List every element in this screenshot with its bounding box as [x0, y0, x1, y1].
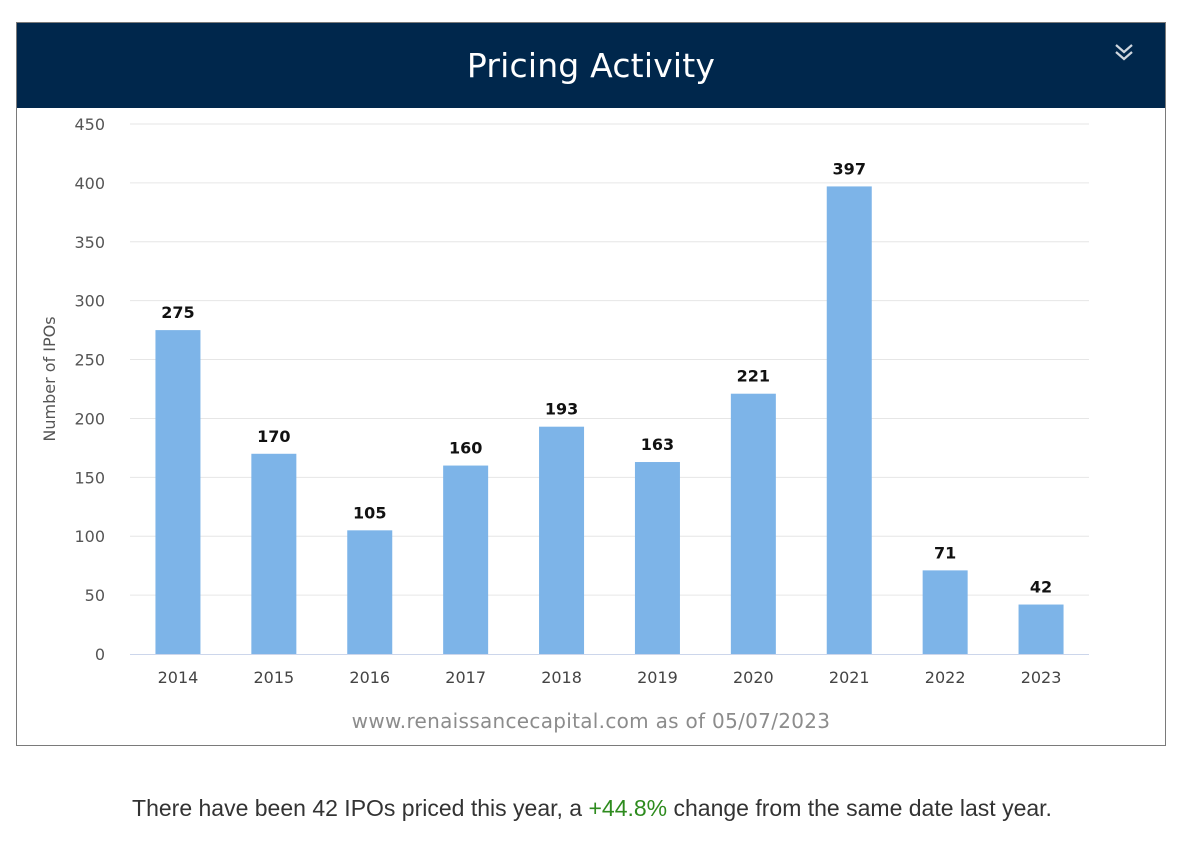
data-label-2017: 160 — [449, 439, 482, 458]
data-label-2021: 397 — [833, 159, 866, 178]
summary-text: There have been 42 IPOs priced this year… — [0, 795, 1184, 822]
y-tick-label: 150 — [74, 468, 105, 487]
x-tick-label-2017: 2017 — [445, 668, 486, 687]
source-note: www.renaissancecapital.com as of 05/07/2… — [351, 709, 831, 733]
bar-2016[interactable] — [347, 530, 393, 654]
bar-2015[interactable] — [251, 453, 297, 654]
data-label-2014: 275 — [161, 303, 194, 322]
double-chevron-down-icon[interactable] — [1113, 41, 1135, 63]
x-tick-label-2019: 2019 — [637, 668, 678, 687]
bar-2023[interactable] — [1018, 604, 1064, 654]
bar-2018[interactable] — [539, 426, 585, 654]
x-tick-label-2016: 2016 — [349, 668, 390, 687]
x-tick-label-2022: 2022 — [925, 668, 966, 687]
y-tick-label: 0 — [95, 645, 105, 664]
bar-2017[interactable] — [443, 465, 489, 654]
y-tick-label: 200 — [74, 409, 105, 428]
chart-card: Pricing Activity 0 50 100 150 200 250 300 350 40… — [16, 22, 1166, 746]
x-tick-label-2018: 2018 — [541, 668, 582, 687]
data-label-2020: 221 — [737, 367, 770, 386]
summary-before: There have been 42 IPOs priced this year… — [132, 795, 589, 821]
percent-change: +44.8% — [588, 795, 668, 821]
y-axis-label: Number of IPOs — [40, 316, 59, 441]
data-label-2018: 193 — [545, 400, 578, 419]
y-tick-label: 250 — [74, 351, 105, 370]
data-label-2016: 105 — [353, 503, 386, 522]
data-label-2019: 163 — [641, 435, 674, 454]
chart-header: Pricing Activity — [17, 23, 1165, 108]
x-tick-label-2020: 2020 — [733, 668, 774, 687]
chart-title: Pricing Activity — [466, 46, 716, 85]
x-tick-label-2015: 2015 — [253, 668, 294, 687]
bar-2020[interactable] — [730, 393, 776, 654]
bar-2014[interactable] — [155, 330, 201, 654]
data-label-2023: 42 — [1030, 578, 1052, 597]
bars — [155, 186, 1064, 654]
bar-2021[interactable] — [826, 186, 872, 654]
bar-2022[interactable] — [922, 570, 968, 654]
x-tick-label-2021: 2021 — [829, 668, 870, 687]
y-axis-ticks: 0 50 100 150 200 250 300 350 400 450 — [74, 115, 105, 664]
x-axis-ticks: 2014 2015 2016 2017 2018 2019 2020 2021 2022 2023 — [158, 668, 1062, 687]
x-tick-label-2014: 2014 — [158, 668, 199, 687]
y-tick-label: 50 — [85, 586, 105, 605]
y-tick-label: 100 — [74, 527, 105, 546]
bar-2019[interactable] — [634, 462, 680, 654]
x-tick-label-2023: 2023 — [1021, 668, 1062, 687]
bar-chart: 0 50 100 150 200 250 300 350 400 450 275 170 105 160… — [40, 115, 1089, 687]
y-tick-label: 300 — [74, 292, 105, 311]
y-tick-label: 350 — [74, 233, 105, 252]
summary-after: change from the same date last year. — [667, 795, 1052, 821]
data-label-2022: 71 — [934, 543, 956, 562]
y-tick-label: 400 — [74, 174, 105, 193]
y-tick-label: 450 — [74, 115, 105, 134]
data-labels: 275 170 105 160 193 163 221 397 71 42 — [161, 159, 1052, 596]
data-label-2015: 170 — [257, 427, 290, 446]
